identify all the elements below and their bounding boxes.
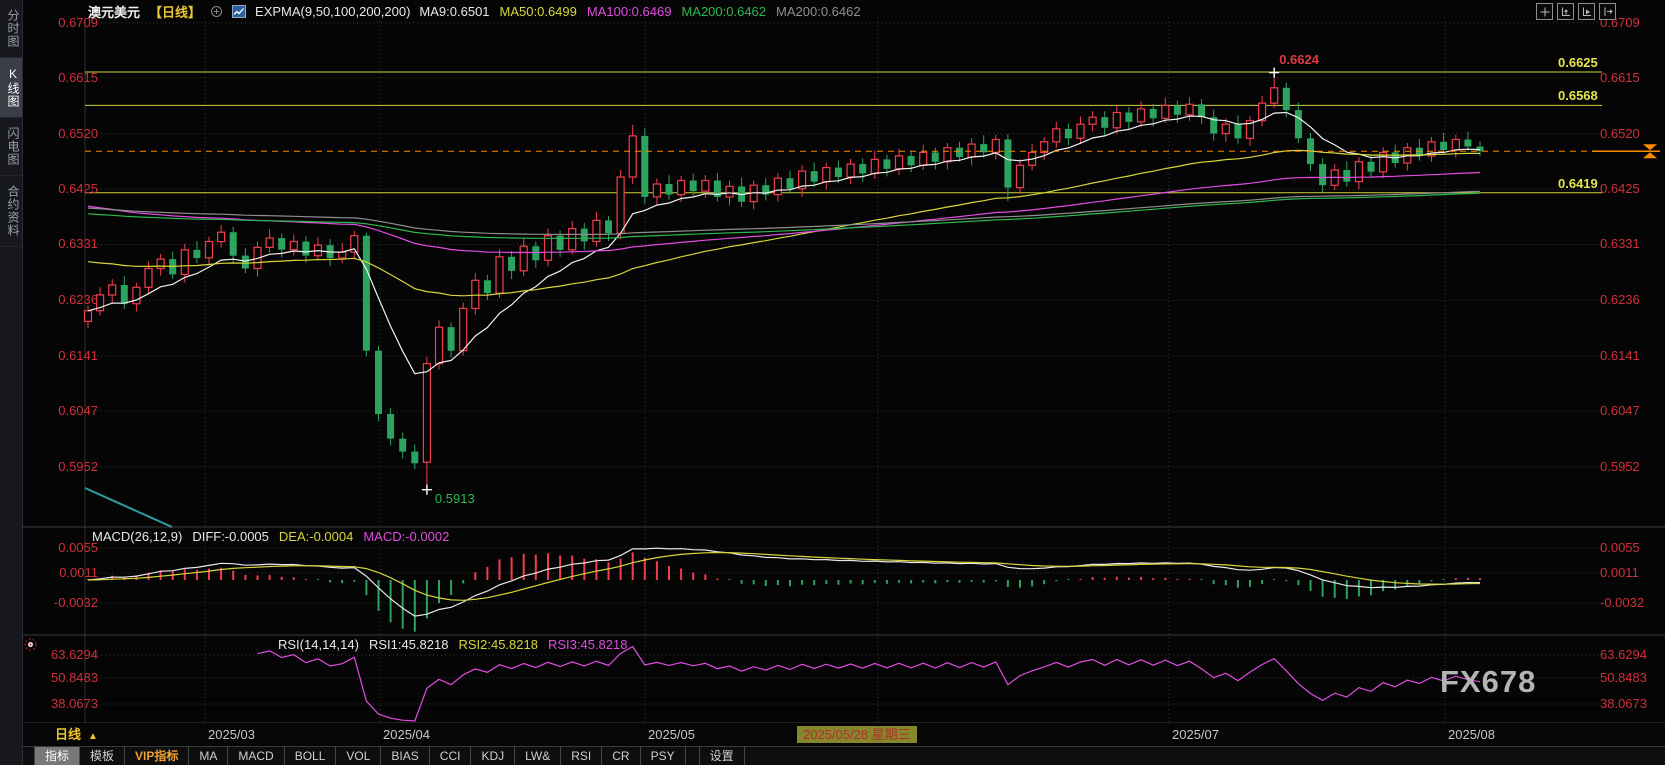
sidebar-tab-分时图[interactable]: 分时图	[0, 0, 22, 58]
toolbar-tab-CR[interactable]: CR	[602, 747, 641, 765]
rsi2-value: RSI2:45.8218	[458, 637, 538, 652]
ma-legend: MA9:0.6501 MA50:0.6499 MA100:0.6469 MA200:0…	[419, 4, 870, 19]
time-label: 2025/03	[208, 727, 255, 742]
crosshair-icon[interactable]	[1536, 3, 1553, 20]
period-selector[interactable]: 日线 ▲	[55, 726, 98, 743]
level-price-label: 0.6419	[1558, 175, 1598, 191]
high-price-label: 0.6624	[1279, 51, 1319, 67]
toolbar-tab-模板[interactable]: 模板	[80, 747, 126, 765]
price-axis-label: 0.6047	[1600, 403, 1640, 419]
toolbar-tab-MA[interactable]: MA	[189, 747, 229, 765]
axis-shift-icon[interactable]	[1599, 3, 1616, 20]
price-axis-label: 0.5952	[1600, 458, 1640, 474]
toolbar-tab-CCI[interactable]: CCI	[430, 747, 472, 765]
price-axis-label: 0.6709	[58, 14, 98, 30]
period-selector-label: 日线	[55, 727, 82, 742]
rsi1-value: RSI1:45.8218	[368, 637, 449, 652]
bottom-toolbar: 指标 模板 VIP指标 MA MACD BOLL VOL BIAS CCI KDJ LW& RSI CR…	[22, 746, 1665, 765]
toolbar-tab-BOLL[interactable]: BOLL	[285, 747, 337, 765]
toolbar-tab-设置[interactable]: 设置	[698, 747, 745, 765]
toolbar-tab-指标[interactable]: 指标	[34, 747, 81, 765]
macd-axis-label: 0.0011	[1600, 565, 1639, 580]
price-axis-label: 0.6141	[58, 347, 98, 363]
macd-diff-value: DIFF:-0.0005	[192, 529, 269, 544]
toolbar-tab-PSY[interactable]: PSY	[641, 747, 686, 765]
time-label: 2025/04	[383, 727, 430, 742]
time-axis: 日线 ▲ 2025/03 2025/04 2025/05 2025/05/28 星期三 2…	[22, 723, 1665, 746]
price-axis-label: 0.6615	[1600, 69, 1640, 85]
sidebar-tab-K线图[interactable]: K线图	[0, 58, 22, 118]
toolbar-tab-VIP指标[interactable]: VIP指标	[125, 747, 190, 765]
ma-legend-item: MA9:0.6501	[419, 3, 490, 19]
rsi-axis-label: 63.6294	[51, 647, 98, 662]
circle-plus-icon[interactable]	[210, 5, 223, 18]
price-axis-label: 0.6331	[1600, 236, 1640, 252]
macd-axis-label: 0.0055	[1600, 540, 1640, 555]
chart-header: 澳元美元 【日线】 EXPMA(9,50,100,200,200) MA9:0.…	[88, 3, 871, 20]
rsi-header: RSI(14,14,14) RSI1:45.8218 RSI2:45.8218 …	[278, 637, 627, 652]
price-axis-label: 0.6236	[58, 292, 98, 308]
indicator-marker-icon[interactable]	[23, 637, 38, 652]
symbol-name: 澳元美元	[88, 4, 141, 20]
price-axis-label: 0.5952	[58, 458, 98, 474]
macd-axis-label: 0.0055	[58, 540, 98, 555]
level-price-label: 0.6625	[1558, 54, 1598, 70]
macd-axis-label: -0.0032	[1600, 595, 1645, 610]
toolbar-tab-KDJ[interactable]: KDJ	[471, 747, 516, 765]
axis-play-icon[interactable]	[1578, 3, 1595, 20]
ma-legend-item: MA100:0.6469	[586, 3, 672, 19]
price-axis-label: 0.6331	[58, 236, 98, 252]
rsi-axis-label: 50.8483	[1600, 670, 1647, 685]
price-axis-label: 0.6425	[1600, 181, 1640, 197]
rsi-axis-label: 63.6294	[1600, 647, 1647, 662]
indicator-title: EXPMA(9,50,100,200,200)	[255, 3, 411, 19]
toolbar-tab-LW&[interactable]: LW&	[515, 747, 562, 765]
toolbar-tab-BIAS[interactable]: BIAS	[381, 747, 430, 765]
rsi3-value: RSI3:45.8218	[547, 637, 628, 652]
price-axis-label: 0.6615	[58, 69, 98, 85]
price-axis-label: 0.6520	[58, 125, 98, 141]
price-axis-label: 0.6141	[1600, 347, 1640, 363]
time-label: 2025/08	[1448, 727, 1495, 742]
line-chart-icon	[232, 4, 247, 18]
time-label: 2025/05	[648, 727, 695, 742]
toolbar-tab-MACD[interactable]: MACD	[228, 747, 285, 765]
price-axis-label: 0.6425	[58, 181, 98, 197]
rsi-axis-label: 38.0673	[1600, 696, 1647, 711]
macd-dea-value: DEA:-0.0004	[278, 529, 354, 544]
toolbar-tab-RSI[interactable]: RSI	[561, 747, 603, 765]
macd-axis-label: 0.0011	[59, 565, 98, 580]
price-axis-label: 0.6520	[1600, 125, 1640, 141]
low-price-label: 0.5913	[434, 490, 475, 506]
toolbar-tab-VOL[interactable]: VOL	[336, 747, 382, 765]
price-axis-label: 0.6047	[58, 403, 98, 419]
ma-legend-item: MA200:0.6462	[681, 3, 767, 19]
macd-axis-label: -0.0032	[53, 595, 98, 610]
macd-title: MACD(26,12,9)	[92, 529, 183, 544]
sidebar-tab-合约资料[interactable]: 合约资料	[0, 176, 22, 247]
sidebar-tab-闪电图[interactable]: 闪电图	[0, 118, 22, 176]
ma-legend-item: MA200:0.6462	[776, 3, 861, 19]
ma-legend-item: MA50:0.6499	[499, 3, 577, 19]
price-axis-label: 0.6236	[1600, 292, 1640, 308]
time-label: 2025/07	[1172, 727, 1219, 742]
period-tag: 【日线】	[149, 4, 202, 20]
watermark: FX678	[1440, 664, 1537, 699]
rsi-axis-label: 50.8483	[51, 670, 98, 685]
triangle-up-icon: ▲	[88, 731, 98, 742]
macd-macd-value: MACD:-0.0002	[363, 529, 450, 544]
left-sidebar: 分时图 K线图 闪电图 合约资料	[0, 0, 23, 765]
macd-header: MACD(26,12,9) DIFF:-0.0005 DEA:-0.0004 M…	[92, 529, 449, 544]
chart-toolbar-icons	[1536, 3, 1616, 20]
selected-date-label: 2025/05/28 星期三	[797, 726, 917, 743]
level-price-label: 0.6568	[1558, 88, 1598, 104]
rsi-axis-label: 38.0673	[51, 696, 98, 711]
rsi-title: RSI(14,14,14)	[278, 637, 359, 652]
axis-zoom-icon[interactable]	[1557, 3, 1574, 20]
